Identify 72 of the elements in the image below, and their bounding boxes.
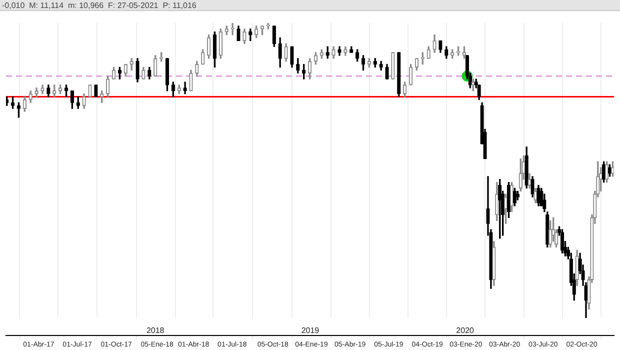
candlestick — [560, 229, 564, 254]
candlestick — [242, 28, 246, 44]
candlestick — [94, 84, 98, 98]
x2-tick-label: 2020 — [456, 326, 475, 336]
candlestick — [512, 188, 517, 206]
candlestick — [361, 55, 366, 71]
candlestick — [524, 146, 528, 189]
candlestick — [444, 46, 448, 59]
candlestick — [397, 52, 401, 98]
candlestick — [254, 26, 258, 38]
text: -0,010 M: 11,114 m: 10,966 F: 27-05-2021 P: 11,016 — [2, 1, 198, 10]
candlestick — [408, 64, 413, 86]
candlestick — [148, 66, 152, 80]
candlestick — [34, 88, 38, 98]
candlestick — [403, 82, 407, 98]
candlestick — [290, 46, 294, 68]
x2-tick-label: 2018 — [146, 326, 165, 336]
candlestick — [82, 93, 86, 109]
candlestick — [266, 23, 270, 30]
candlestick — [498, 179, 502, 239]
x2-tick-label: 2019 — [301, 326, 320, 336]
candlestick — [492, 240, 496, 286]
candlestick — [142, 66, 146, 80]
candlestick — [575, 250, 579, 286]
candlestick — [338, 46, 342, 56]
candlestick — [230, 23, 234, 36]
candlestick — [136, 58, 140, 82]
candlestick — [206, 34, 211, 59]
candlestick — [344, 46, 348, 56]
candlestick — [70, 90, 74, 109]
candlestick — [518, 158, 522, 192]
candlestick — [414, 58, 419, 71]
candlestick — [272, 26, 276, 47]
candlestick — [308, 58, 312, 80]
candlestick — [124, 64, 128, 76]
candlestick — [88, 84, 92, 98]
candlestick — [106, 76, 110, 98]
candlestick — [379, 61, 383, 71]
candlestick — [385, 64, 389, 80]
candlestick — [355, 49, 360, 62]
candlestick — [201, 49, 205, 65]
candlestick — [471, 78, 475, 92]
candlestick — [438, 40, 442, 53]
candlestick — [530, 176, 534, 198]
candlestick — [320, 49, 324, 59]
candlestick — [22, 96, 26, 112]
candlestick — [40, 84, 44, 94]
candlestick — [610, 161, 614, 177]
candlestick — [46, 84, 50, 98]
candlestick — [528, 173, 532, 189]
candlestick — [391, 52, 395, 80]
candlestick — [326, 46, 330, 59]
candlestick — [183, 82, 187, 94]
candlestick — [189, 70, 193, 92]
candlestick — [195, 61, 199, 76]
candlestick — [432, 34, 436, 53]
candlestick — [426, 46, 430, 59]
candlestick — [236, 26, 240, 42]
candlestick — [450, 49, 454, 59]
candlestick — [332, 46, 336, 59]
candlestick — [28, 90, 32, 103]
candlestick — [314, 52, 318, 65]
candlestick — [165, 58, 170, 92]
candlestick — [154, 55, 158, 76]
candlestick — [456, 46, 460, 56]
candlestick — [504, 194, 508, 224]
candlestick — [218, 28, 223, 59]
candlestick — [462, 46, 466, 59]
candlestick — [548, 220, 552, 248]
candlestick — [284, 43, 288, 62]
candlestick — [350, 46, 354, 53]
candlestick — [112, 66, 116, 80]
